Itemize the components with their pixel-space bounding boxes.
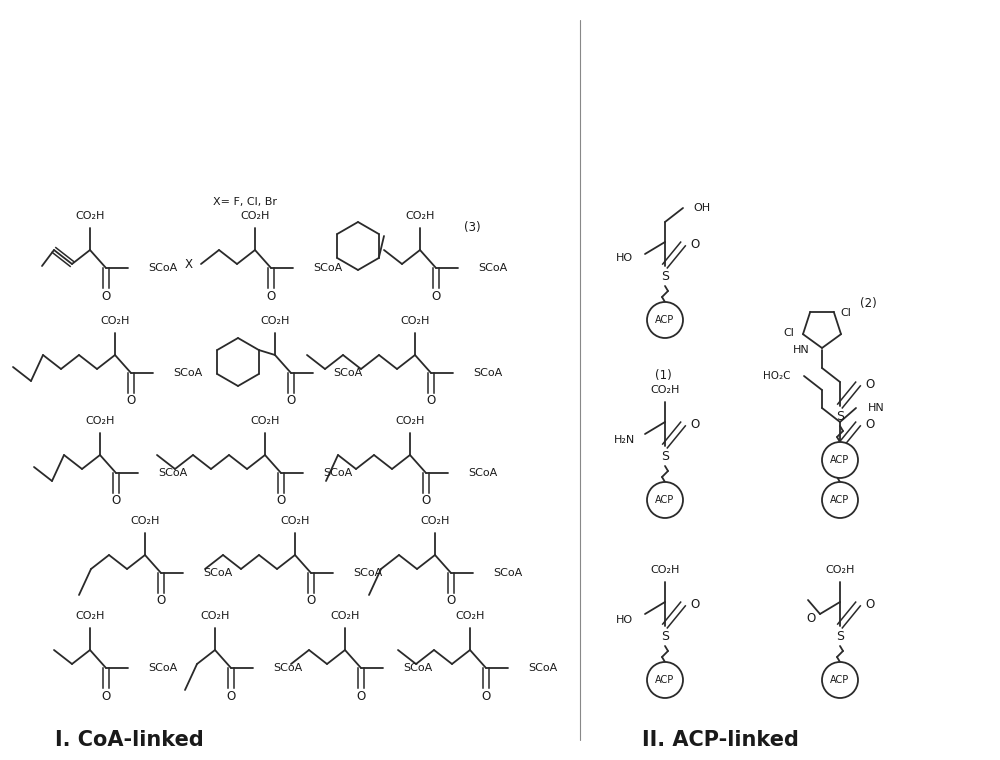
Text: SCoA: SCoA bbox=[158, 468, 187, 478]
Text: ACP: ACP bbox=[830, 455, 850, 465]
Text: S: S bbox=[661, 449, 669, 463]
Text: O: O bbox=[865, 597, 875, 610]
Circle shape bbox=[822, 482, 858, 518]
Circle shape bbox=[822, 442, 858, 478]
Text: CO₂H: CO₂H bbox=[250, 416, 280, 426]
Text: O: O bbox=[690, 237, 700, 251]
Text: S: S bbox=[661, 270, 669, 283]
Text: O: O bbox=[286, 394, 296, 407]
Text: ACP: ACP bbox=[655, 495, 675, 505]
Text: SCoA: SCoA bbox=[148, 263, 177, 273]
Text: CO₂H: CO₂H bbox=[400, 316, 430, 326]
Text: CO₂H: CO₂H bbox=[330, 611, 360, 621]
Text: O: O bbox=[111, 495, 121, 508]
Text: (3): (3) bbox=[464, 221, 480, 235]
Text: O: O bbox=[356, 689, 366, 702]
Text: O: O bbox=[126, 394, 136, 407]
Text: SCoA: SCoA bbox=[493, 568, 522, 578]
Text: O: O bbox=[865, 417, 875, 430]
Text: Cl: Cl bbox=[840, 308, 851, 318]
Text: HO: HO bbox=[616, 615, 633, 625]
Text: ACP: ACP bbox=[655, 675, 675, 685]
Circle shape bbox=[647, 662, 683, 698]
Text: O: O bbox=[431, 290, 441, 302]
Text: OH: OH bbox=[693, 203, 710, 213]
Text: HN: HN bbox=[868, 403, 885, 413]
Text: SCoA: SCoA bbox=[353, 568, 382, 578]
Text: X: X bbox=[185, 258, 193, 271]
Text: SCoA: SCoA bbox=[468, 468, 497, 478]
Text: SCoA: SCoA bbox=[313, 263, 342, 273]
Text: HO₂C: HO₂C bbox=[763, 371, 790, 381]
Text: SCoA: SCoA bbox=[203, 568, 232, 578]
Text: O: O bbox=[481, 689, 491, 702]
Text: CO₂H: CO₂H bbox=[240, 211, 270, 221]
Text: CO₂H: CO₂H bbox=[650, 385, 680, 395]
Text: CO₂H: CO₂H bbox=[130, 516, 160, 526]
Text: SCoA: SCoA bbox=[478, 263, 507, 273]
Text: II. ACP-linked: II. ACP-linked bbox=[642, 730, 798, 750]
Text: ACP: ACP bbox=[655, 315, 675, 325]
Text: O: O bbox=[101, 290, 111, 302]
Text: SCoA: SCoA bbox=[148, 663, 177, 673]
Circle shape bbox=[822, 662, 858, 698]
Circle shape bbox=[647, 482, 683, 518]
Text: H₂N: H₂N bbox=[614, 435, 635, 445]
Text: CO₂H: CO₂H bbox=[420, 516, 450, 526]
Text: O: O bbox=[156, 594, 166, 607]
Text: CO₂H: CO₂H bbox=[85, 416, 115, 426]
Text: I. CoA-linked: I. CoA-linked bbox=[55, 730, 204, 750]
Text: O: O bbox=[807, 612, 816, 625]
Text: O: O bbox=[690, 597, 700, 610]
Text: O: O bbox=[226, 689, 236, 702]
Text: O: O bbox=[266, 290, 276, 302]
Text: SCoA: SCoA bbox=[273, 663, 302, 673]
Text: CO₂H: CO₂H bbox=[395, 416, 425, 426]
Text: (2): (2) bbox=[860, 296, 877, 309]
Text: O: O bbox=[421, 495, 431, 508]
Text: SCoA: SCoA bbox=[173, 368, 202, 378]
Text: O: O bbox=[276, 495, 286, 508]
Text: S: S bbox=[836, 629, 844, 642]
Text: X= F, Cl, Br: X= F, Cl, Br bbox=[213, 197, 277, 207]
Text: O: O bbox=[865, 378, 875, 391]
Text: O: O bbox=[101, 689, 111, 702]
Text: SCoA: SCoA bbox=[333, 368, 362, 378]
Text: HN: HN bbox=[793, 345, 810, 355]
Circle shape bbox=[647, 302, 683, 338]
Text: O: O bbox=[306, 594, 316, 607]
Text: CO₂H: CO₂H bbox=[650, 565, 680, 575]
Text: CO₂H: CO₂H bbox=[75, 211, 105, 221]
Text: ACP: ACP bbox=[830, 675, 850, 685]
Text: CO₂H: CO₂H bbox=[280, 516, 310, 526]
Text: CO₂H: CO₂H bbox=[825, 565, 855, 575]
Text: SCoA: SCoA bbox=[403, 663, 432, 673]
Text: CO₂H: CO₂H bbox=[75, 611, 105, 621]
Text: O: O bbox=[426, 394, 436, 407]
Text: HO: HO bbox=[616, 253, 633, 263]
Text: S: S bbox=[836, 449, 844, 463]
Text: CO₂H: CO₂H bbox=[100, 316, 130, 326]
Text: O: O bbox=[690, 417, 700, 430]
Text: CO₂H: CO₂H bbox=[260, 316, 290, 326]
Text: SCoA: SCoA bbox=[473, 368, 502, 378]
Text: SCoA: SCoA bbox=[323, 468, 352, 478]
Text: O: O bbox=[446, 594, 456, 607]
Text: S: S bbox=[836, 410, 844, 423]
Text: CO₂H: CO₂H bbox=[200, 611, 230, 621]
Text: S: S bbox=[661, 629, 669, 642]
Text: Cl: Cl bbox=[783, 328, 794, 338]
Text: CO₂H: CO₂H bbox=[455, 611, 485, 621]
Text: ACP: ACP bbox=[830, 495, 850, 505]
Text: CO₂H: CO₂H bbox=[405, 211, 435, 221]
Text: (1): (1) bbox=[655, 369, 672, 382]
Text: SCoA: SCoA bbox=[528, 663, 557, 673]
